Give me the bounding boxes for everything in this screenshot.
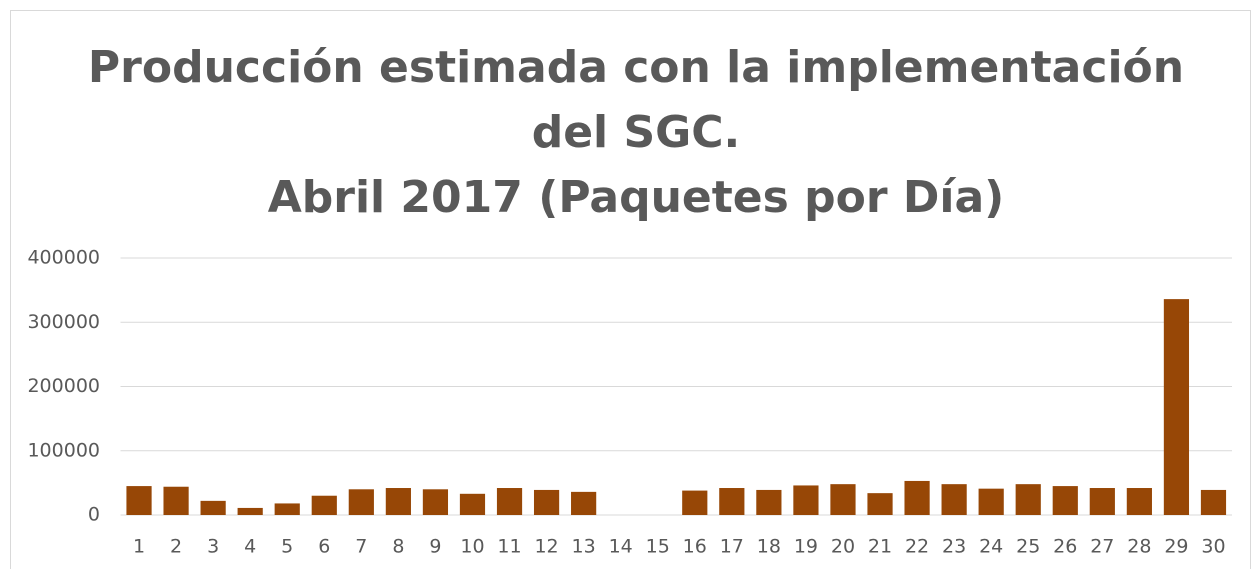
x-tick-label: 27 xyxy=(1090,536,1114,558)
x-tick-label: 9 xyxy=(429,536,441,558)
bar xyxy=(459,493,486,515)
x-tick-label: 30 xyxy=(1201,536,1225,558)
bar xyxy=(311,495,337,515)
x-tick-label: 21 xyxy=(868,536,892,558)
bar xyxy=(719,488,745,515)
x-tick-label: 6 xyxy=(318,536,330,558)
bar xyxy=(533,489,560,515)
bar xyxy=(1015,484,1041,515)
x-tick-label: 18 xyxy=(757,536,781,558)
x-tick-label: 14 xyxy=(609,536,633,558)
bar xyxy=(830,484,856,515)
x-tick-label: 11 xyxy=(497,536,521,558)
bar xyxy=(200,500,226,515)
bar xyxy=(385,488,411,515)
bar xyxy=(978,488,1004,515)
bar xyxy=(163,486,189,515)
x-tick-label: 1 xyxy=(133,536,145,558)
x-tick-label: 19 xyxy=(794,536,818,558)
x-tick-label: 29 xyxy=(1164,536,1188,558)
bar xyxy=(1126,488,1152,515)
bar xyxy=(941,484,967,515)
x-tick-label: 2 xyxy=(170,536,182,558)
bar xyxy=(348,489,374,515)
x-tick-label: 5 xyxy=(281,536,293,558)
y-tick-label: 0 xyxy=(88,504,100,526)
y-tick-label: 200000 xyxy=(27,375,100,397)
bar xyxy=(571,491,597,515)
x-tick-label: 23 xyxy=(942,536,966,558)
bar xyxy=(422,489,449,515)
x-tick-label: 15 xyxy=(646,536,670,558)
y-tick-label: 400000 xyxy=(27,247,100,269)
y-tick-label: 100000 xyxy=(27,439,100,461)
x-tick-label: 10 xyxy=(460,536,484,558)
x-tick-label: 22 xyxy=(905,536,929,558)
bar xyxy=(904,480,930,515)
x-tick-label: 3 xyxy=(207,536,219,558)
bar xyxy=(756,489,782,515)
bar xyxy=(496,488,523,515)
bar xyxy=(274,503,300,515)
x-tick-label: 4 xyxy=(244,536,256,558)
bar xyxy=(1089,488,1115,515)
bar xyxy=(867,493,893,515)
bar xyxy=(1163,299,1190,515)
x-tick-label: 28 xyxy=(1127,536,1151,558)
x-tick-label: 8 xyxy=(392,536,404,558)
x-tick-label: 13 xyxy=(572,536,596,558)
x-tick-label: 12 xyxy=(534,536,558,558)
chart-title: Producción estimada con la implementació… xyxy=(88,42,1184,93)
x-tick-label: 24 xyxy=(979,536,1003,558)
y-tick-label: 300000 xyxy=(27,311,100,333)
chart-title: del SGC. xyxy=(532,107,741,158)
bar xyxy=(126,486,152,515)
x-tick-label: 20 xyxy=(831,536,855,558)
bar xyxy=(793,485,819,515)
x-tick-label: 26 xyxy=(1053,536,1077,558)
chart-frame xyxy=(10,10,1251,569)
bar xyxy=(682,490,708,515)
bar xyxy=(237,507,263,515)
x-tick-label: 16 xyxy=(683,536,707,558)
bar xyxy=(1052,486,1078,515)
bar xyxy=(1200,489,1227,515)
chart-title: Abril 2017 (Paquetes por Día) xyxy=(268,172,1005,223)
x-tick-label: 7 xyxy=(355,536,367,558)
x-tick-label: 25 xyxy=(1016,536,1040,558)
x-tick-label: 17 xyxy=(720,536,744,558)
